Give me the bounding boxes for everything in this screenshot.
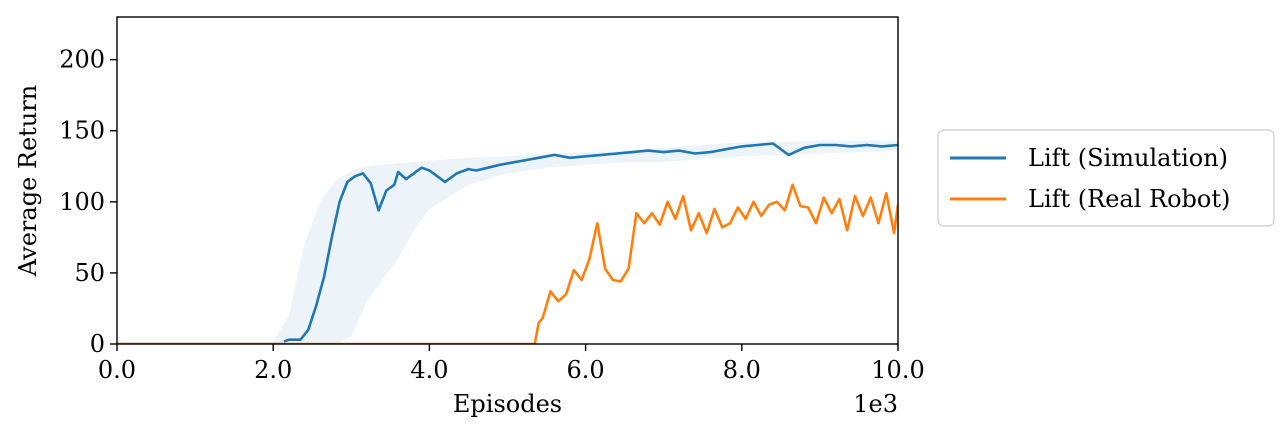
- x-tick-label: 8.0: [723, 356, 761, 384]
- y-axis-label: Average Return: [14, 85, 42, 277]
- y-axis: 0 50 100 150 200: [59, 46, 117, 358]
- y-tick-label: 50: [74, 259, 105, 287]
- x-tick-label: 0.0: [98, 356, 136, 384]
- x-axis: 0.0 2.0 4.0 6.0 8.0 10.0: [98, 344, 925, 384]
- y-tick-label: 200: [59, 46, 105, 74]
- x-axis-label: Episodes: [453, 390, 562, 418]
- x-tick-label: 2.0: [254, 356, 292, 384]
- y-tick-label: 150: [59, 117, 105, 145]
- y-tick-label: 100: [59, 188, 105, 216]
- series-line-real-robot: [117, 183, 898, 344]
- series-band-simulation: [273, 140, 898, 344]
- legend-label-simulation: Lift (Simulation): [1028, 144, 1228, 172]
- legend-label-real-robot: Lift (Real Robot): [1028, 185, 1230, 213]
- legend-box: [937, 129, 1275, 227]
- plot-frame: [116, 16, 899, 345]
- x-axis-offset-label: 1e3: [853, 390, 898, 418]
- x-tick-label: 6.0: [567, 356, 605, 384]
- x-tick-label: 10.0: [871, 356, 924, 384]
- y-tick-label: 0: [90, 330, 105, 358]
- legend: Lift (Simulation) Lift (Real Robot): [937, 129, 1275, 227]
- plot-area: [117, 140, 898, 344]
- series-line-simulation: [283, 142, 898, 343]
- x-tick-label: 4.0: [410, 356, 448, 384]
